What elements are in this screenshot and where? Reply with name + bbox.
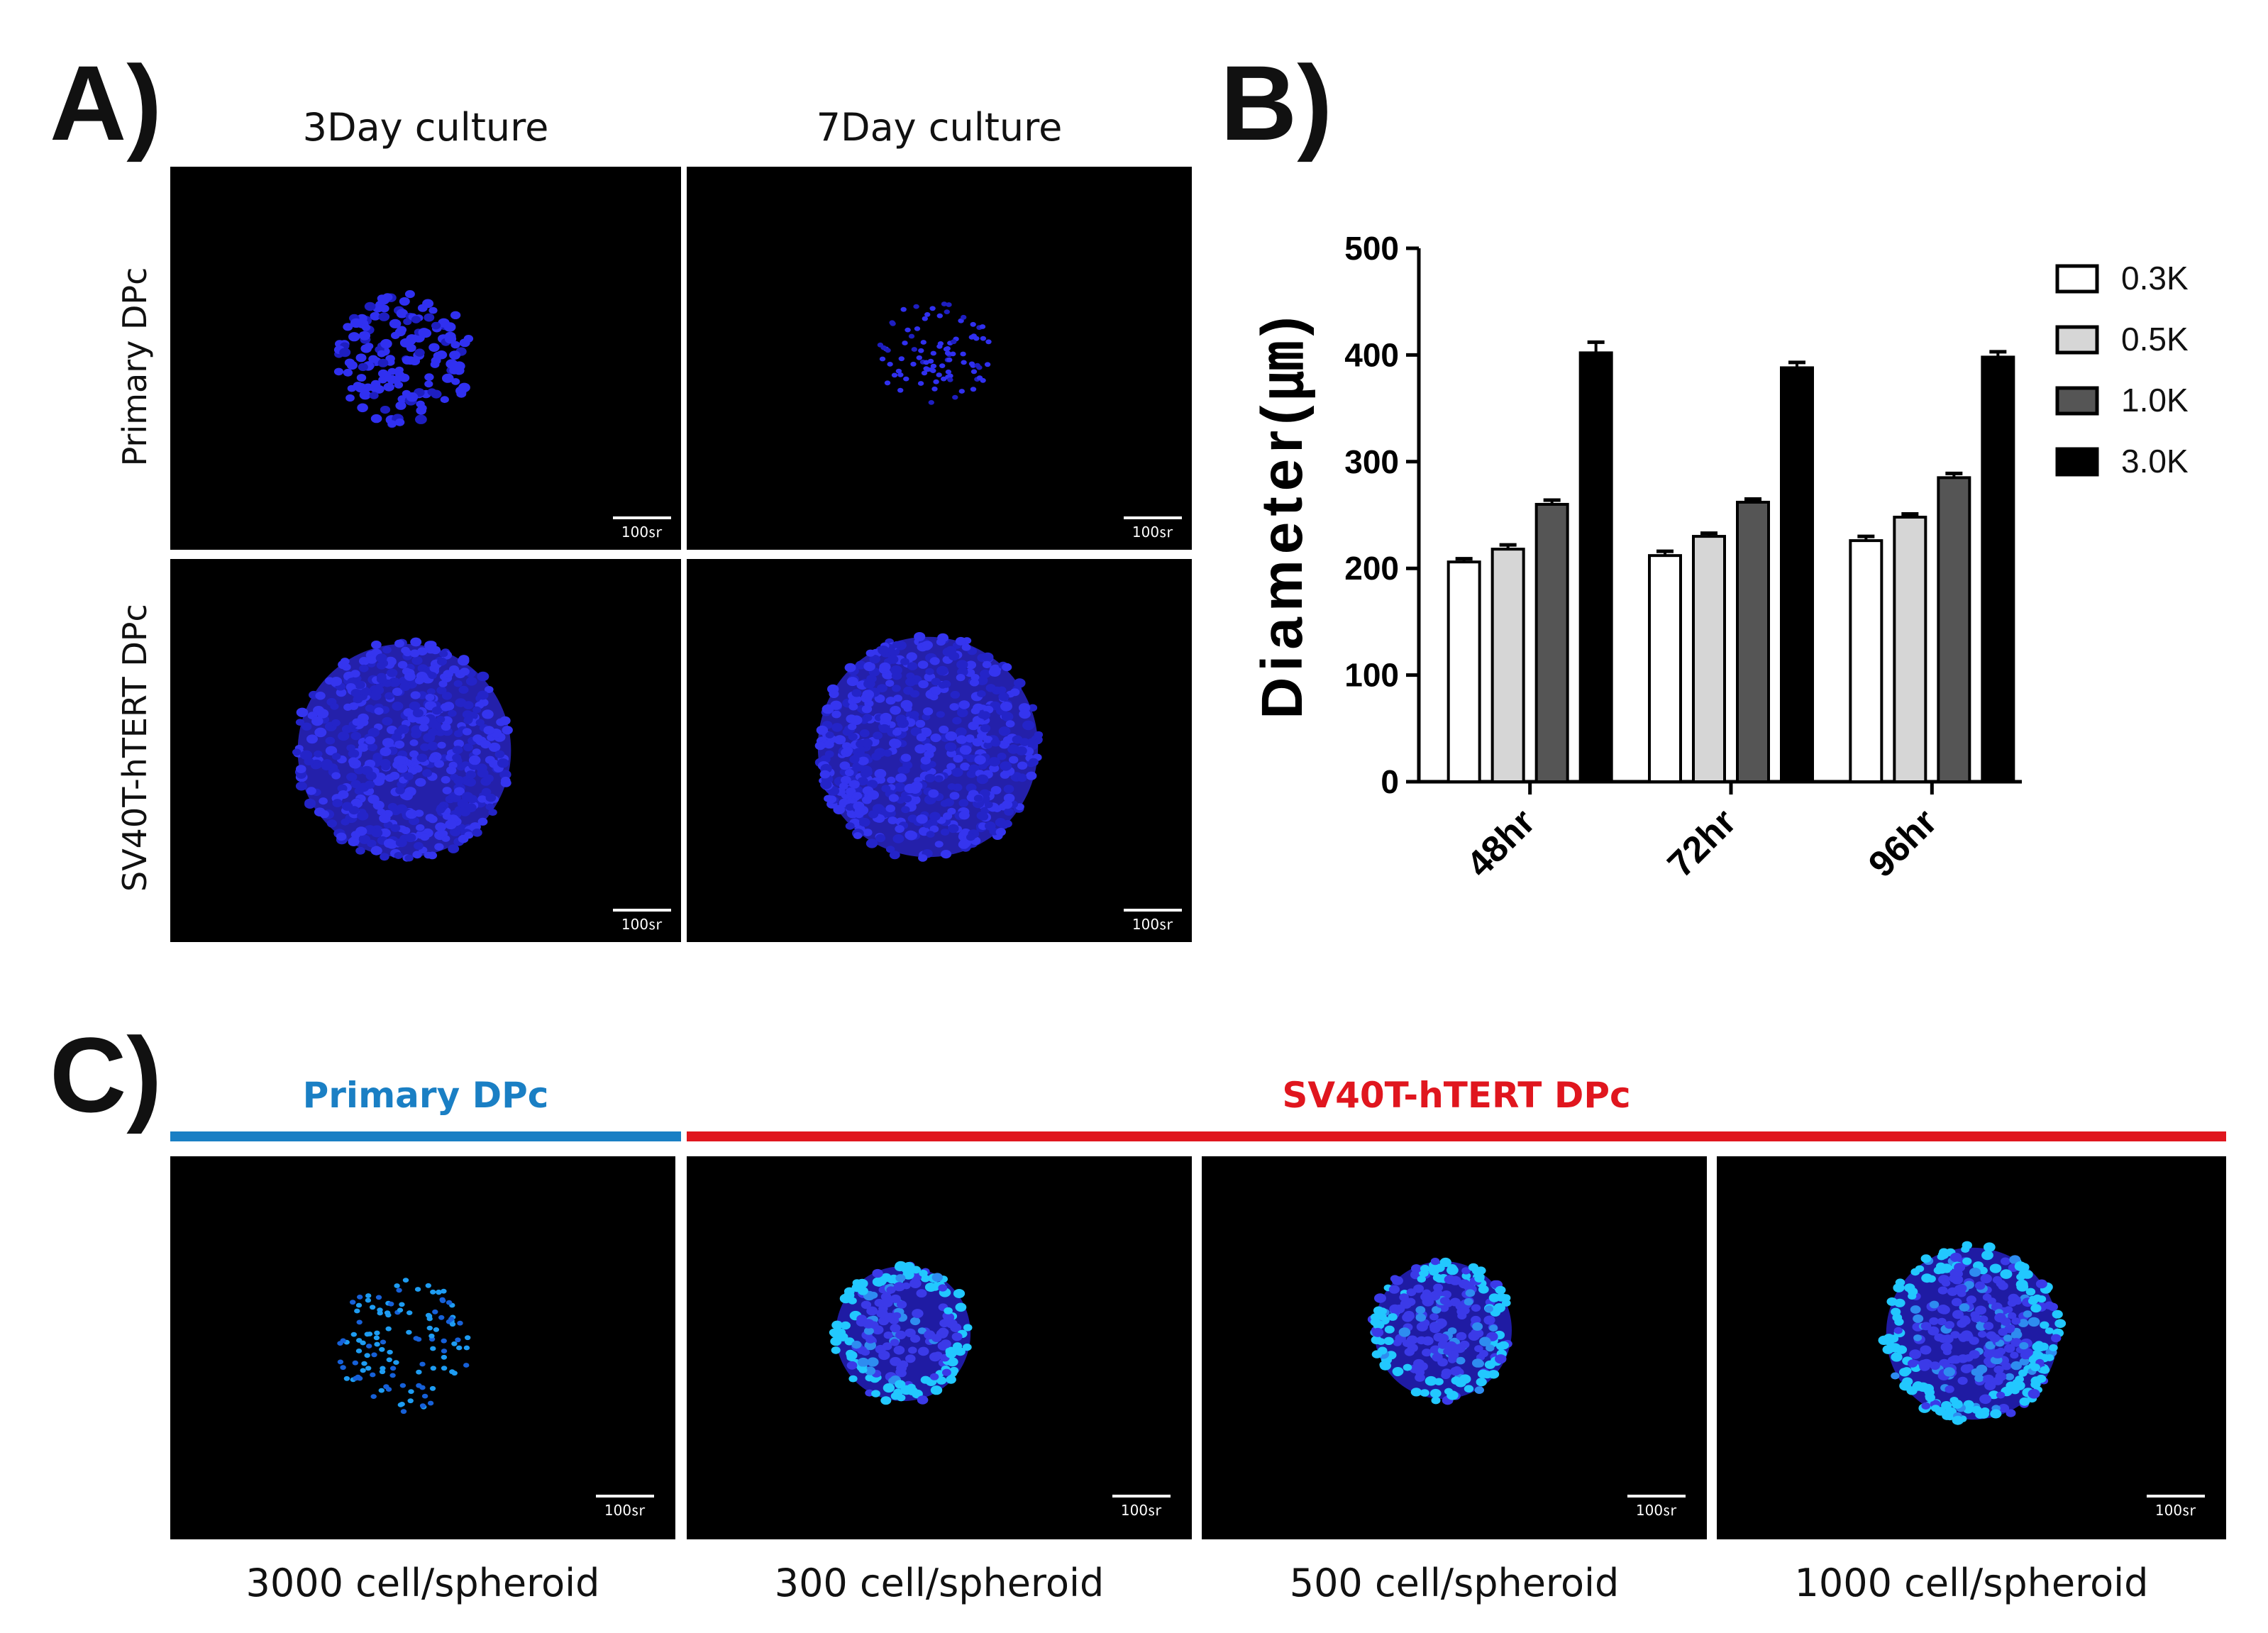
- scale-bar: 100㏛: [1627, 1495, 1686, 1519]
- bar-0.3K-72hr: [1648, 554, 1682, 783]
- bar-1.0K-72hr: [1736, 500, 1770, 783]
- row-header-primary: Primary DPc: [116, 267, 154, 467]
- spheroid-image: [1367, 1257, 1512, 1405]
- legend-swatch: [2055, 386, 2099, 416]
- spheroid-image: [1878, 1241, 2067, 1425]
- group-bar-sv40t: [687, 1131, 2226, 1141]
- scale-bar: 100㏛: [596, 1495, 654, 1519]
- spheroid-image: [333, 290, 474, 428]
- caption-1000: 1000 cell/spheroid: [1794, 1561, 2149, 1605]
- x-tick-label: 72hr: [1660, 801, 1744, 885]
- y-tick-label: 200: [1344, 550, 1399, 587]
- y-tick-label: 400: [1344, 336, 1399, 373]
- micrograph-primary-3day: 100㏛: [170, 167, 681, 550]
- bar-0.5K-72hr: [1692, 535, 1726, 783]
- legend-label: 3.0K: [2121, 443, 2189, 480]
- caption-500: 500 cell/spheroid: [1289, 1561, 1620, 1605]
- spheroid-image: [814, 632, 1044, 862]
- bar-3.0K-72hr: [1780, 366, 1814, 783]
- caption-300: 300 cell/spheroid: [774, 1561, 1105, 1605]
- y-tick-label: 0: [1381, 763, 1399, 800]
- micrograph-c-1000: 100㏛: [1717, 1156, 2226, 1539]
- panel-a-label: A): [50, 43, 162, 162]
- spheroid-image: [829, 1261, 973, 1405]
- scale-bar: 100㏛: [1112, 1495, 1171, 1519]
- micrograph-c-3000: 100㏛: [170, 1156, 675, 1539]
- micrograph-c-500: 100㏛: [1202, 1156, 1707, 1539]
- bar-1.0K-48hr: [1534, 502, 1569, 783]
- caption-3000: 3000 cell/spheroid: [245, 1561, 600, 1605]
- bar-1.0K-96hr: [1937, 476, 1971, 783]
- bar-0.3K-96hr: [1849, 539, 1883, 783]
- micrograph-sv40t-7day: 100㏛: [687, 559, 1192, 942]
- spheroid-image: [337, 1278, 471, 1415]
- col-header-3day: 3Day culture: [302, 105, 549, 150]
- group-bar-primary: [170, 1131, 681, 1141]
- legend-label: 0.5K: [2121, 321, 2189, 358]
- y-tick-label: 300: [1344, 443, 1399, 480]
- panel-c-label: C): [50, 1015, 162, 1134]
- group-header-sv40t: SV40T-hTERT DPc: [1282, 1075, 1631, 1116]
- y-axis-label: Diameter(㎛): [1250, 311, 1316, 719]
- y-tick-label: 100: [1344, 657, 1399, 694]
- spheroid-image: [292, 637, 513, 862]
- col-header-7day: 7Day culture: [816, 105, 1063, 150]
- scale-bar: 100㏛: [1124, 909, 1182, 934]
- bar-0.5K-96hr: [1893, 516, 1927, 783]
- legend-swatch: [2055, 447, 2099, 477]
- bar-0.3K-48hr: [1446, 560, 1481, 784]
- x-tick-label: 48hr: [1459, 801, 1543, 885]
- bar-0.5K-48hr: [1490, 548, 1525, 783]
- x-tick-label: 96hr: [1861, 801, 1945, 885]
- legend-label: 1.0K: [2121, 382, 2189, 419]
- spheroid-image: [877, 301, 992, 405]
- micrograph-sv40t-3day: 100㏛: [170, 559, 681, 942]
- panel-b-label: B): [1220, 43, 1333, 162]
- scale-bar: 100㏛: [613, 516, 671, 541]
- bar-3.0K-96hr: [1981, 355, 2015, 783]
- diameter-bar-chart: 0 100 200 300 400 500 Diameter(㎛) 48hr 72hr 96hr 0…: [1250, 230, 2189, 885]
- micrograph-primary-7day: 100㏛: [687, 167, 1192, 550]
- scale-bar: 100㏛: [2147, 1495, 2205, 1519]
- y-tick-label: 500: [1344, 230, 1399, 267]
- legend-label: 0.3K: [2121, 260, 2189, 297]
- bar-3.0K-48hr: [1578, 351, 1613, 783]
- legend-swatch: [2055, 325, 2099, 355]
- row-header-sv40t: SV40T-hTERT DPc: [116, 604, 154, 892]
- legend-swatch: [2055, 264, 2099, 294]
- scale-bar: 100㏛: [613, 909, 671, 934]
- micrograph-c-300: 100㏛: [687, 1156, 1192, 1539]
- scale-bar: 100㏛: [1124, 516, 1182, 541]
- group-header-primary: Primary DPc: [302, 1075, 549, 1116]
